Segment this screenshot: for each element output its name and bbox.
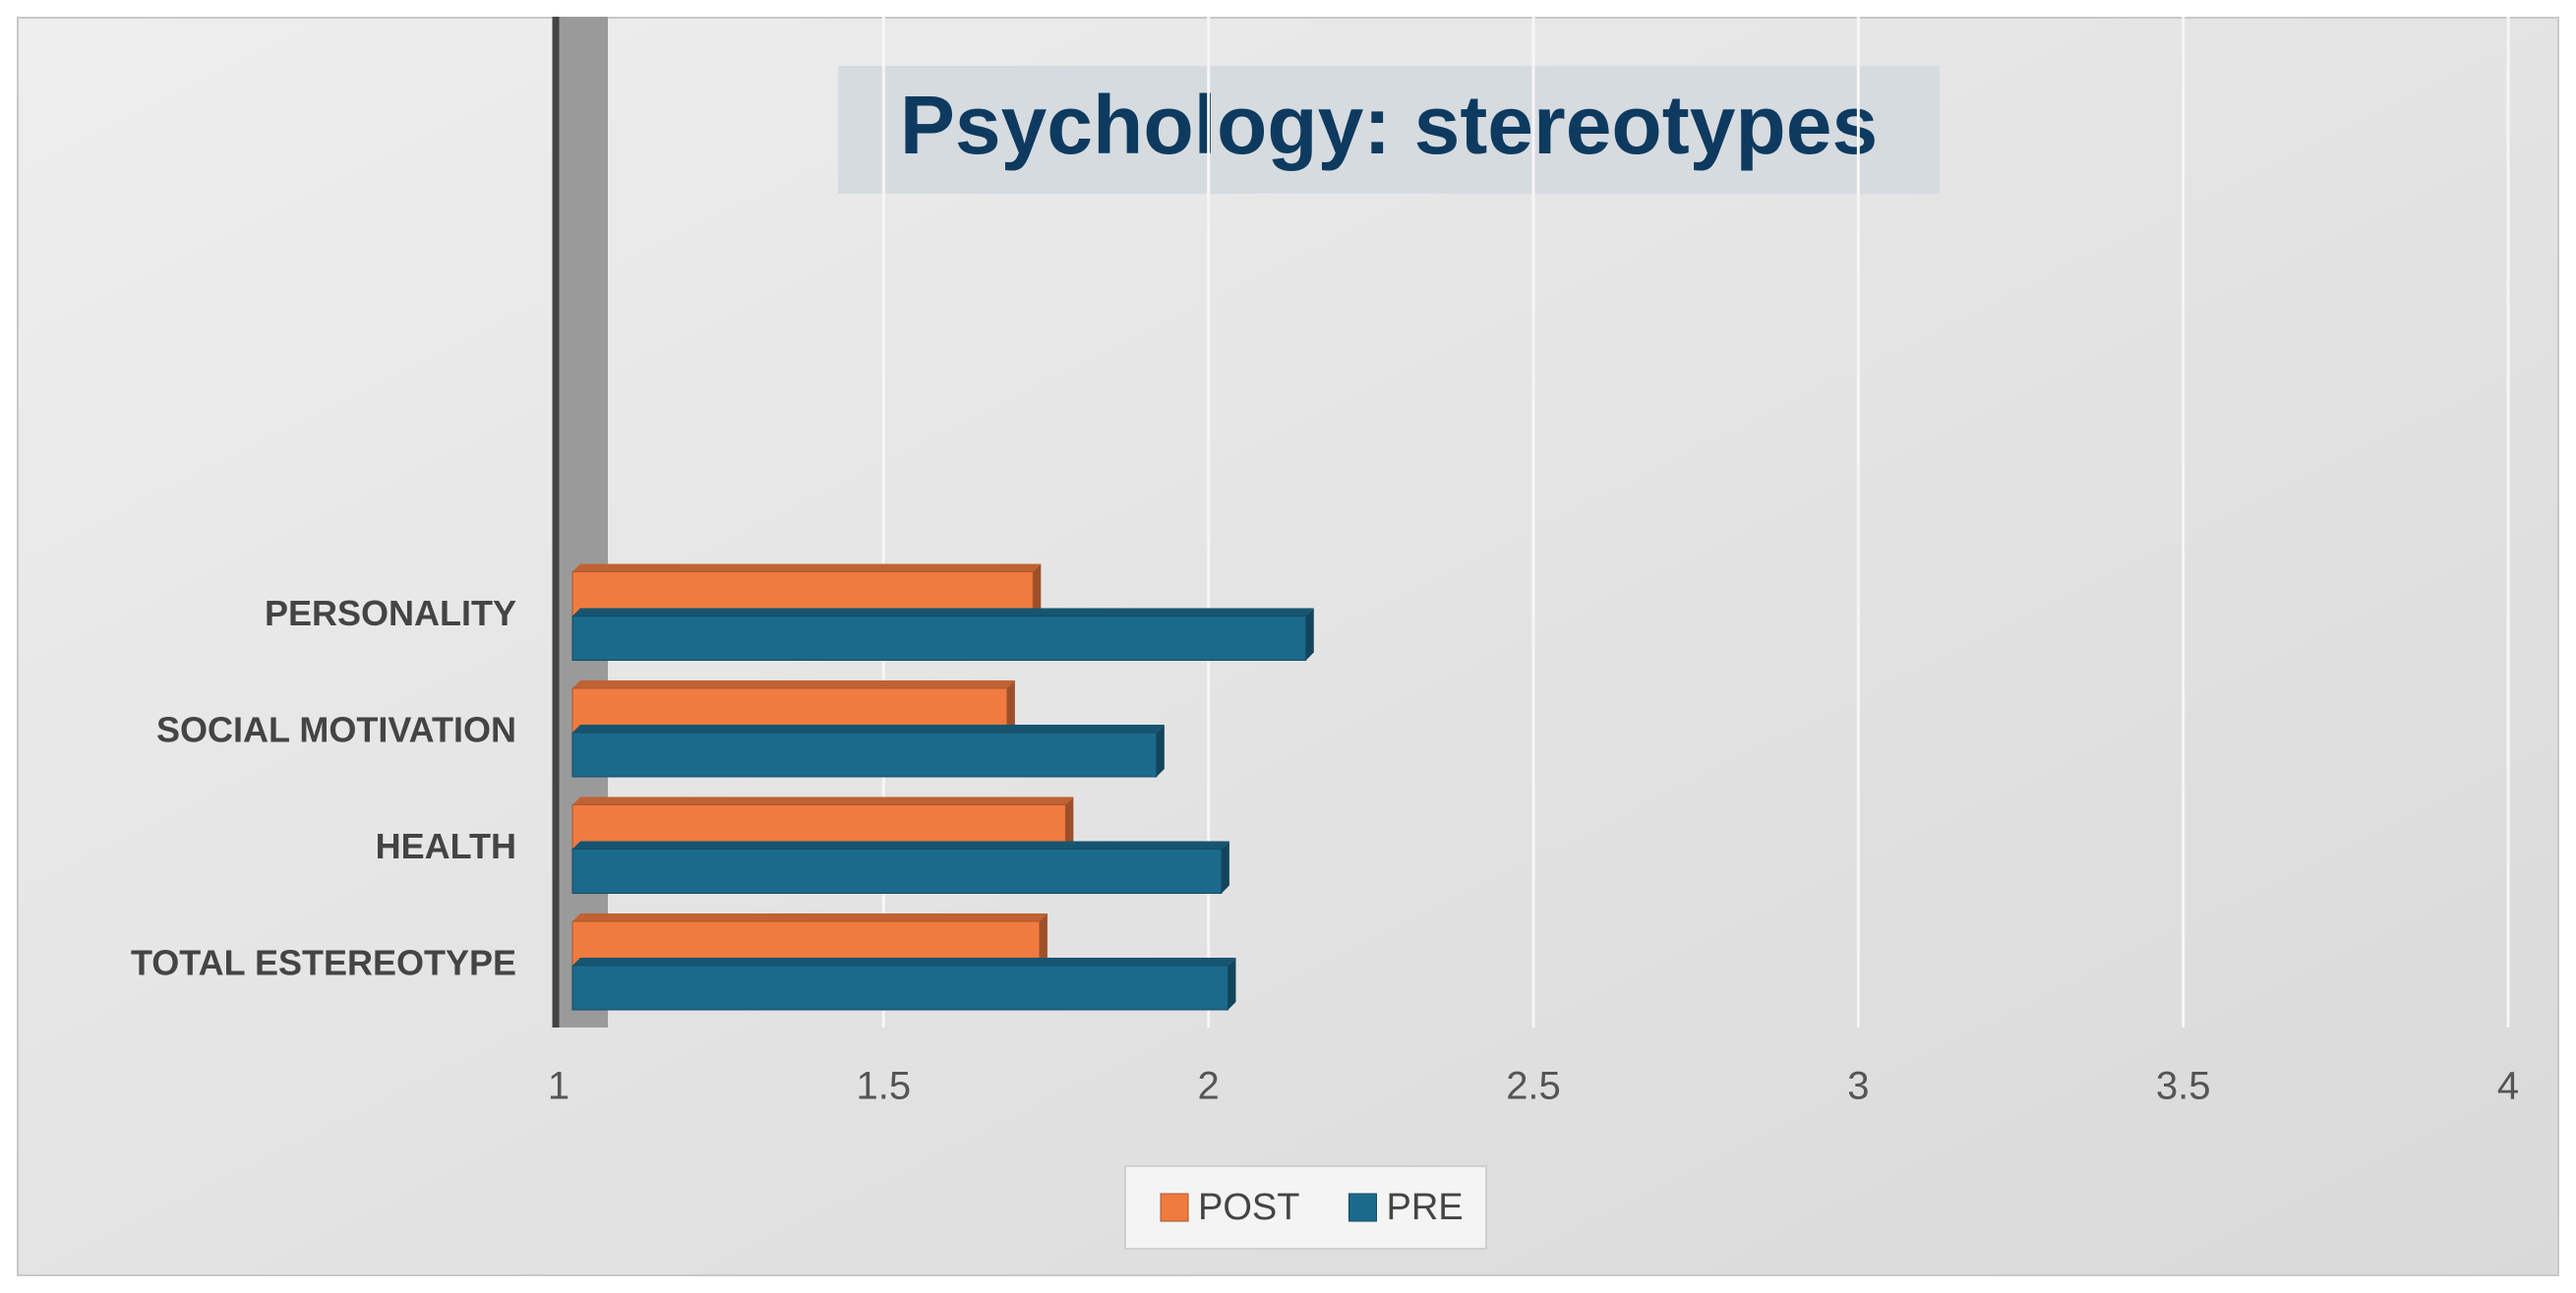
bar-side — [1156, 725, 1165, 777]
x-tick-label: 1 — [548, 1065, 569, 1108]
bar-top — [572, 913, 1048, 921]
title-box — [838, 66, 1940, 194]
bar-top — [572, 680, 1015, 688]
bar-side — [1305, 608, 1314, 661]
bar-top — [572, 841, 1229, 850]
bar-side — [1221, 841, 1229, 894]
bar — [571, 849, 1223, 894]
x-tick-label: 3.5 — [2156, 1065, 2211, 1108]
x-tick-label: 2.5 — [1506, 1065, 1561, 1108]
x-tick-label: 1.5 — [857, 1065, 912, 1108]
y-tick-label: HEALTH — [376, 826, 516, 866]
bar-top — [572, 958, 1236, 966]
bar-top — [572, 608, 1314, 617]
x-tick-label: 4 — [2497, 1065, 2519, 1108]
legend-label: POST — [1198, 1187, 1299, 1228]
bar-top — [572, 563, 1042, 572]
y-tick-label: SOCIAL MOTIVATION — [156, 710, 516, 750]
x-tick-label: 3 — [1847, 1065, 1869, 1108]
bar-side — [1228, 958, 1236, 1010]
bar-side — [1065, 796, 1074, 850]
legend-label: PRE — [1386, 1187, 1463, 1228]
legend-box — [1124, 1165, 1487, 1250]
bar-side — [1039, 913, 1048, 966]
legend-swatch — [1160, 1193, 1189, 1222]
chart-title: Psychology: stereotypes — [900, 79, 1878, 171]
bar — [571, 965, 1228, 1011]
bar — [571, 616, 1307, 661]
x-tick-label: 2 — [1198, 1065, 1220, 1108]
bar-side — [1006, 680, 1015, 733]
bar-top — [572, 725, 1165, 733]
bar-top — [572, 796, 1074, 805]
legend-swatch — [1348, 1193, 1377, 1222]
y-tick-label: PERSONALITY — [265, 593, 516, 633]
bar-side — [1033, 563, 1042, 617]
bar — [571, 732, 1158, 778]
y-tick-label: TOTAL ESTEREOTYPE — [131, 943, 516, 983]
